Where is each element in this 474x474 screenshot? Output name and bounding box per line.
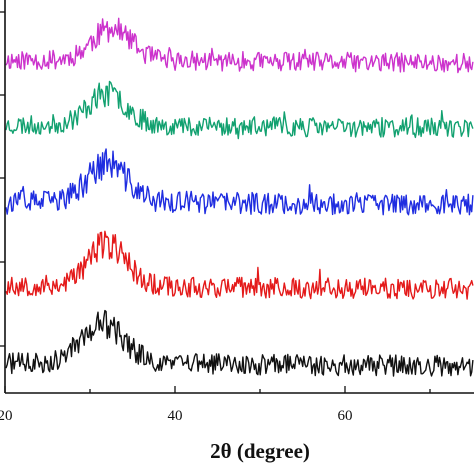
x-tick-label: 60 bbox=[338, 408, 353, 424]
x-axis-title: 2θ (degree) bbox=[210, 439, 310, 463]
traces-group bbox=[5, 17, 474, 377]
series-2-line bbox=[5, 80, 474, 140]
y-ticks-group bbox=[0, 11, 5, 347]
series-3-line bbox=[5, 148, 474, 216]
x-ticks-group: 20 40 60 bbox=[0, 386, 431, 424]
series-5-line bbox=[5, 309, 474, 377]
series-1-line bbox=[5, 17, 474, 74]
x-tick-label: 40 bbox=[168, 408, 183, 424]
x-tick-label: 20 bbox=[0, 408, 13, 424]
series-4-line bbox=[5, 230, 474, 300]
